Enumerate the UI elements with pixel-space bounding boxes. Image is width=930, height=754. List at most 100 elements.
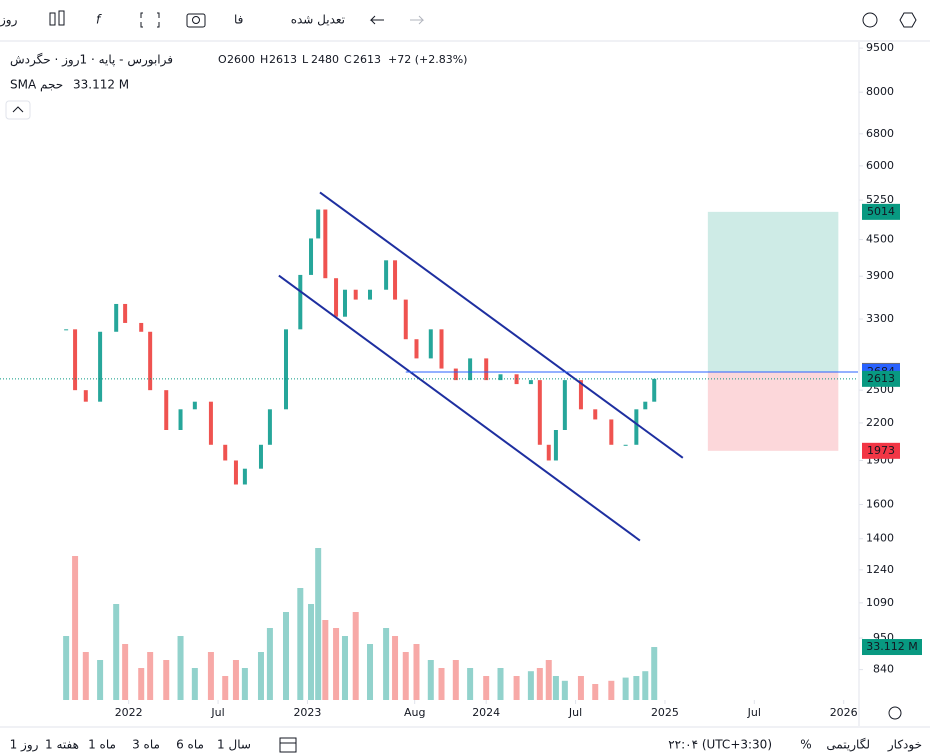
price-label: 1973 — [867, 444, 895, 457]
x-tick-label: Jul — [210, 706, 224, 719]
trend-line — [319, 191, 684, 459]
volume-bar — [257, 652, 264, 700]
y-tick-label: 1400 — [866, 532, 894, 545]
price-label-bg — [862, 203, 900, 220]
target-zone — [707, 211, 839, 372]
range-button[interactable]: 1 روز — [10, 738, 39, 753]
volume-bar — [82, 652, 89, 700]
volume-bar — [163, 660, 170, 700]
candle-body — [609, 419, 614, 445]
ohlc-key: L — [302, 53, 309, 66]
volume-bar — [241, 668, 248, 700]
volume-bar — [315, 548, 322, 700]
candle-body — [323, 209, 328, 279]
indicator-icon[interactable]: f — [96, 13, 102, 27]
candle-body — [208, 401, 213, 445]
candle-body — [83, 390, 88, 402]
time: ۲۲:۰۴ (UTC+3:30) — [668, 738, 772, 752]
alert-icon[interactable] — [862, 12, 878, 28]
percent[interactable]: % — [800, 738, 811, 752]
candle-body — [537, 380, 542, 445]
candle-body — [267, 409, 272, 445]
candle-icon[interactable] — [49, 10, 65, 26]
range-button[interactable]: 1 هفته — [45, 738, 79, 752]
x-tick-label: Jul — [747, 706, 761, 719]
settings-icon[interactable] — [899, 12, 917, 28]
candle-body — [242, 468, 247, 485]
y-tick-label: 9500 — [866, 41, 894, 54]
x-tick-label: 2022 — [115, 706, 143, 719]
candle-body — [298, 274, 303, 330]
candle-body — [368, 289, 373, 300]
y-tick-label: 6000 — [866, 159, 894, 172]
candle-body — [233, 460, 238, 485]
volume-bar — [322, 620, 329, 700]
candle-body — [634, 409, 639, 445]
candle-body — [393, 260, 398, 300]
candle-body — [468, 358, 473, 381]
y-tick-label: 6800 — [866, 127, 894, 140]
volume-bar — [452, 660, 459, 700]
x-tick-label: Aug — [404, 706, 425, 719]
volume-bar — [427, 660, 434, 700]
x-tick-label: 2024 — [472, 706, 500, 719]
undo-icon[interactable] — [369, 15, 384, 25]
range-button[interactable]: 3 ماه — [132, 738, 160, 752]
volume-bar — [438, 668, 445, 700]
ohlc-value: 2613 — [269, 53, 297, 66]
time-settings-icon[interactable] — [888, 706, 902, 720]
fullscreen-icon[interactable] — [140, 12, 160, 28]
calendar-icon[interactable] — [279, 737, 297, 753]
candle-body — [192, 401, 197, 410]
y-tick-label: 3900 — [866, 269, 894, 282]
redo-icon[interactable] — [410, 15, 425, 25]
volume-bar — [113, 604, 120, 700]
language[interactable]: فا — [234, 13, 243, 27]
volume-bar — [402, 652, 409, 700]
candle-body — [578, 380, 583, 410]
volume-bar — [266, 628, 273, 700]
candle-body — [453, 368, 458, 381]
candle-body — [309, 238, 314, 275]
ohlc-value: 2600 — [227, 53, 255, 66]
volume-bar — [297, 588, 304, 700]
range-button[interactable]: 6 ماه — [176, 738, 204, 752]
legend-title: فرابورس - پایه · 1روز · حگردش — [10, 53, 173, 68]
ohlc: O 2600 H 2613 L 2480 C 2613 +72 (+2.83%) — [218, 53, 467, 66]
volume-bar — [561, 680, 568, 700]
candle-body — [384, 260, 389, 290]
ohlc-value: 2613 — [353, 53, 381, 66]
candle-body — [562, 380, 567, 431]
volume-bar — [622, 677, 629, 700]
y-tick-label: 3300 — [866, 312, 894, 325]
price-label: 5014 — [867, 205, 895, 218]
volume-bar — [177, 636, 184, 700]
y-tick-label: 840 — [873, 663, 894, 676]
y-tick-label: 1600 — [866, 498, 894, 511]
x-tick-label: 2025 — [651, 706, 679, 719]
candle-body — [342, 289, 347, 317]
volume-bar — [545, 660, 552, 700]
volume-bar — [513, 676, 520, 700]
candle-body — [123, 303, 128, 323]
candle-body — [498, 374, 503, 381]
collapse-button[interactable] — [5, 100, 31, 120]
volume-bar — [97, 660, 104, 700]
chart: 8409501090124014001600190022002500330039… — [0, 41, 922, 719]
candle-body — [353, 289, 358, 300]
range-button[interactable]: 1 سال — [217, 738, 251, 752]
y-tick-label: 1090 — [866, 596, 894, 609]
auto-toggle[interactable]: خودکار — [887, 738, 922, 753]
candle-body — [64, 329, 69, 331]
log-toggle[interactable]: لگاریتمی — [826, 738, 870, 753]
volume-bar — [651, 647, 658, 700]
candle-body — [403, 299, 408, 340]
volume-bar — [642, 671, 649, 700]
camera-icon[interactable] — [186, 13, 206, 28]
adjust[interactable]: تعدیل شده — [291, 13, 345, 27]
x-tick-label: 2023 — [293, 706, 321, 719]
interval[interactable]: روز — [0, 13, 18, 28]
range-button[interactable]: 1 ماه — [88, 738, 116, 752]
volume-bar — [63, 636, 70, 700]
